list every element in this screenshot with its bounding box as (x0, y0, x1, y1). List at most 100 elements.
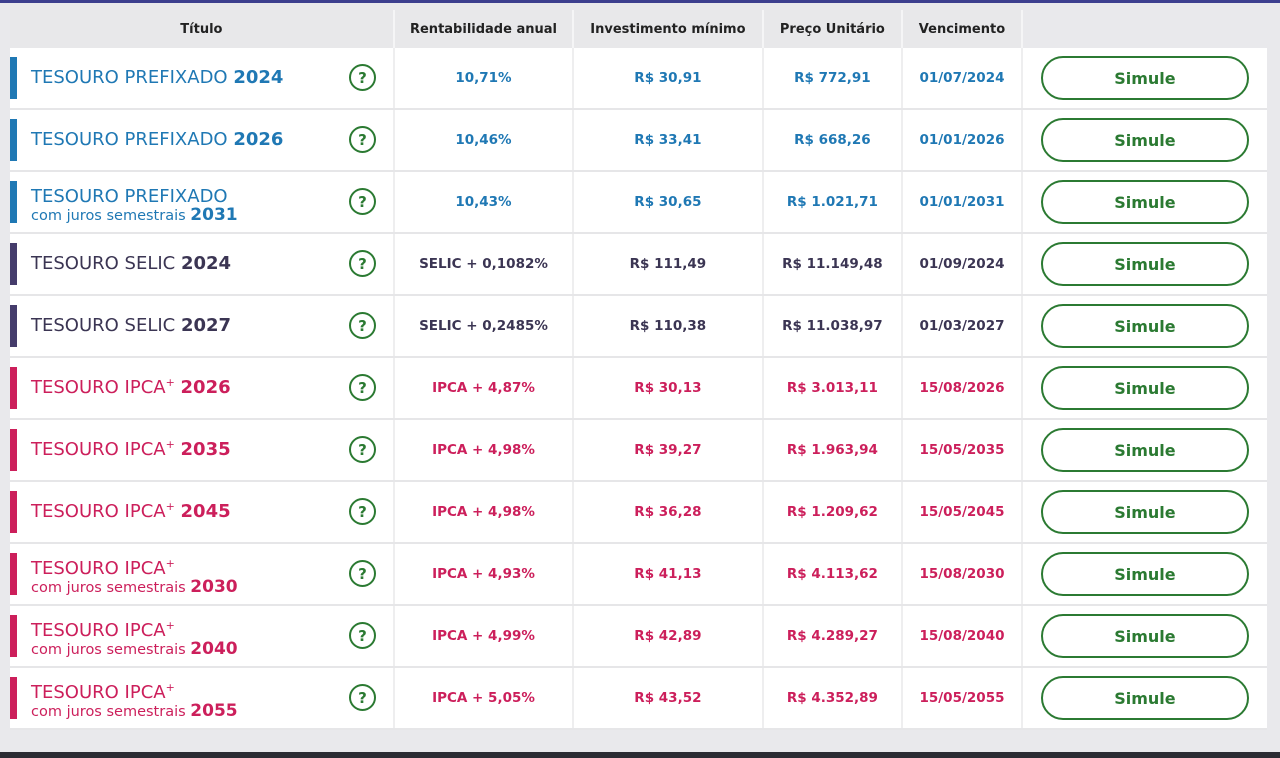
simule-button[interactable]: Simule (1040, 366, 1249, 410)
rentabilidade-cell: IPCA + 4,93% (395, 544, 575, 604)
bond-name: TESOURO IPCA (31, 501, 166, 522)
bond-title[interactable]: TESOURO IPCA+ com juros semestrais 2055 (31, 677, 238, 723)
table-row: TESOURO IPCA+ 2045 ? IPCA + 4,98% R$ 36,… (10, 482, 1267, 544)
bond-subtitle: com juros semestrais 2030 (31, 577, 238, 599)
simule-button[interactable]: Simule (1040, 490, 1249, 534)
bond-title[interactable]: TESOURO IPCA+ com juros semestrais 2030 (31, 553, 238, 599)
bond-title[interactable]: TESOURO IPCA+ com juros semestrais 2040 (31, 615, 238, 661)
bond-year: 2024 (180, 253, 232, 274)
bond-subtitle-text: com juros semestrais (31, 642, 186, 658)
title-cell: TESOURO PREFIXADO 2024 ? (10, 48, 395, 108)
vencimento-cell: 15/05/2055 (903, 668, 1023, 728)
bond-year: 2030 (190, 577, 238, 597)
bond-name: TESOURO SELIC (31, 253, 176, 274)
rentabilidade-cell: IPCA + 4,87% (395, 358, 575, 418)
simule-button[interactable]: Simule (1040, 304, 1249, 348)
help-question-icon[interactable]: ? (349, 250, 376, 277)
bond-title[interactable]: TESOURO IPCA+ 2026 (31, 376, 231, 398)
bond-title[interactable]: TESOURO SELIC 2027 (31, 314, 231, 336)
investimento-cell: R$ 30,91 (574, 48, 764, 108)
bond-title[interactable]: TESOURO IPCA+ 2035 (31, 438, 231, 460)
investimento-cell: R$ 36,28 (574, 482, 764, 542)
simule-button[interactable]: Simule (1040, 56, 1249, 100)
table-row: TESOURO SELIC 2024 ? SELIC + 0,1082% R$ … (10, 234, 1267, 296)
rentabilidade-cell: 10,71% (395, 48, 575, 108)
table-body: TESOURO PREFIXADO 2024 ? 10,71% R$ 30,91… (10, 48, 1267, 730)
bond-name-plus: + (165, 376, 175, 389)
investimento-cell: R$ 43,52 (574, 668, 764, 728)
preco-cell: R$ 4.352,89 (764, 668, 904, 728)
simule-button[interactable]: Simule (1040, 118, 1249, 162)
bond-year: 2024 (233, 67, 284, 88)
bond-subtitle: com juros semestrais 2055 (31, 701, 238, 723)
simule-button[interactable]: Simule (1040, 242, 1249, 286)
preco-cell: R$ 3.013,11 (764, 358, 904, 418)
category-color-bar (10, 491, 17, 533)
category-color-bar (10, 305, 17, 347)
preco-cell: R$ 668,26 (764, 110, 904, 170)
category-color-bar (10, 57, 17, 99)
help-question-icon[interactable]: ? (349, 312, 376, 339)
preco-cell: R$ 11.149,48 (764, 234, 904, 294)
preco-cell: R$ 1.963,94 (764, 420, 904, 480)
simule-button[interactable]: Simule (1040, 676, 1249, 720)
bond-title[interactable]: TESOURO IPCA+ 2045 (31, 500, 231, 522)
help-question-icon[interactable]: ? (349, 126, 376, 153)
category-color-bar (10, 243, 17, 285)
help-question-icon[interactable]: ? (349, 188, 376, 215)
investimento-cell: R$ 39,27 (574, 420, 764, 480)
rentabilidade-cell: IPCA + 4,99% (395, 606, 575, 666)
header-preco: Preço Unitário (763, 10, 904, 48)
table-row: TESOURO IPCA+ com juros semestrais 2055 ?… (10, 668, 1267, 730)
bond-name-plus: + (165, 681, 175, 694)
header-rentabilidade: Rentabilidade anual (394, 10, 575, 48)
title-cell: TESOURO SELIC 2024 ? (10, 234, 395, 294)
bond-year: 2055 (190, 701, 238, 721)
help-question-icon[interactable]: ? (349, 64, 376, 91)
bond-title[interactable]: TESOURO PREFIXADO 2026 (31, 128, 283, 150)
bond-title[interactable]: TESOURO PREFIXADO com juros semestrais 20… (31, 181, 238, 227)
bond-subtitle: com juros semestrais 2040 (31, 639, 238, 661)
top-accent-line (0, 0, 1280, 3)
action-cell: Simule (1023, 296, 1267, 356)
title-cell: TESOURO IPCA+ 2045 ? (10, 482, 395, 542)
table-row: TESOURO PREFIXADO 2024 ? 10,71% R$ 30,91… (10, 48, 1267, 110)
help-question-icon[interactable]: ? (349, 374, 376, 401)
help-question-icon[interactable]: ? (349, 436, 376, 463)
action-cell: Simule (1023, 668, 1267, 728)
simule-button[interactable]: Simule (1040, 428, 1249, 472)
bond-name: TESOURO PREFIXADO (31, 186, 228, 207)
header-spacer (1023, 10, 1267, 48)
simule-button[interactable]: Simule (1040, 614, 1249, 658)
vencimento-cell: 15/08/2030 (903, 544, 1023, 604)
vencimento-cell: 01/01/2026 (903, 110, 1023, 170)
help-question-icon[interactable]: ? (349, 684, 376, 711)
category-color-bar (10, 429, 17, 471)
bond-name: TESOURO IPCA (31, 620, 166, 641)
category-color-bar (10, 615, 17, 657)
rentabilidade-cell: SELIC + 0,2485% (395, 296, 575, 356)
help-question-icon[interactable]: ? (349, 498, 376, 525)
bond-title[interactable]: TESOURO PREFIXADO 2024 (31, 66, 283, 88)
preco-cell: R$ 1.209,62 (764, 482, 904, 542)
bond-subtitle-text: com juros semestrais (31, 580, 186, 596)
category-color-bar (10, 553, 17, 595)
investimento-cell: R$ 110,38 (574, 296, 764, 356)
table-row: TESOURO IPCA+ 2035 ? IPCA + 4,98% R$ 39,… (10, 420, 1267, 482)
help-question-icon[interactable]: ? (349, 560, 376, 587)
action-cell: Simule (1023, 544, 1267, 604)
rentabilidade-cell: 10,43% (395, 172, 575, 232)
investimento-cell: R$ 42,89 (574, 606, 764, 666)
simule-button[interactable]: Simule (1040, 180, 1249, 224)
header-investimento: Investimento mínimo (574, 10, 764, 48)
title-cell: TESOURO PREFIXADO 2026 ? (10, 110, 395, 170)
bond-name: TESOURO SELIC (31, 315, 176, 336)
bond-name: TESOURO IPCA (31, 682, 166, 703)
vencimento-cell: 01/01/2031 (903, 172, 1023, 232)
help-question-icon[interactable]: ? (349, 622, 376, 649)
bond-year: 2040 (190, 639, 238, 659)
bond-title[interactable]: TESOURO SELIC 2024 (31, 252, 231, 274)
simule-button[interactable]: Simule (1040, 552, 1249, 596)
table-row: TESOURO SELIC 2027 ? SELIC + 0,2485% R$ … (10, 296, 1267, 358)
bond-name: TESOURO PREFIXADO (31, 67, 228, 88)
